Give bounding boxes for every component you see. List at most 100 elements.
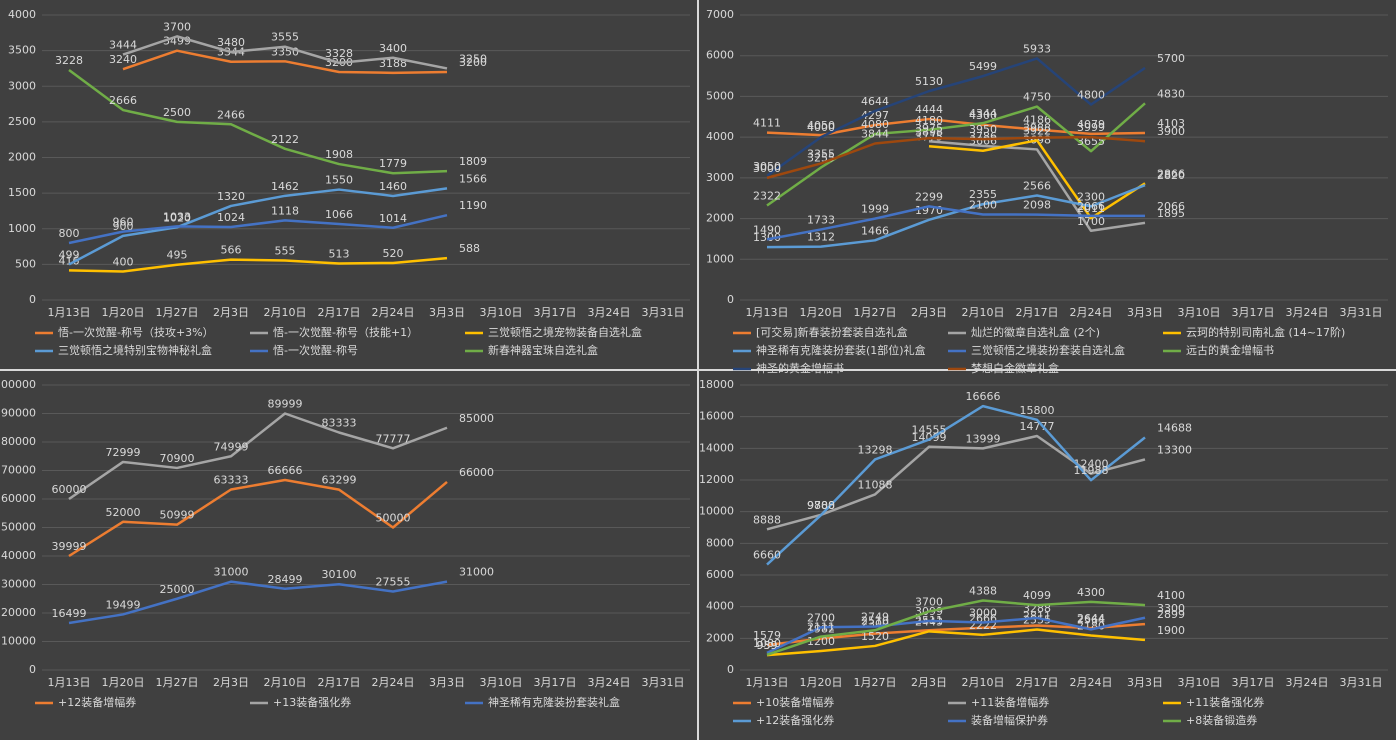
data-label: 4000 (807, 121, 835, 134)
data-label: 1080 (753, 637, 781, 650)
data-label: 2100 (969, 199, 997, 212)
data-label: 3480 (217, 36, 245, 49)
data-label: 66000 (459, 466, 494, 479)
legend-label: 云珂的特别司南礼盒 (14~17阶) (1186, 325, 1345, 339)
x-tick-label: 2月17日 (318, 676, 361, 689)
y-tick-label: 2000 (8, 151, 36, 164)
x-tick-label: 2月24日 (372, 306, 415, 319)
data-label: 11088 (858, 478, 893, 491)
x-tick-label: 2月24日 (1070, 676, 1113, 689)
data-label: 27555 (376, 575, 411, 588)
series-line (766, 184, 1146, 249)
data-label: 2299 (915, 190, 943, 203)
y-tick-label: 4000 (706, 600, 734, 613)
data-label: 4111 (753, 117, 781, 130)
y-tick-label: 12000 (699, 473, 734, 486)
legend-label: +12装备增幅券 (58, 695, 136, 709)
data-label: 1460 (379, 180, 407, 193)
data-label: 60000 (52, 483, 87, 496)
data-label: 1320 (217, 190, 245, 203)
x-tick-label: 1月27日 (854, 306, 897, 319)
data-label: 2066 (1077, 200, 1105, 213)
data-label: 1024 (217, 211, 245, 224)
y-tick-label: 16000 (699, 410, 734, 423)
x-tick-label: 3月24日 (588, 676, 631, 689)
data-label: 1895 (1157, 207, 1185, 220)
data-label: 85000 (459, 412, 494, 425)
x-tick-label: 3月3日 (1127, 306, 1163, 319)
y-tick-label: 10000 (1, 635, 36, 648)
data-label: 13300 (1157, 443, 1192, 456)
data-label: 4180 (915, 114, 943, 127)
data-label: 77777 (376, 432, 411, 445)
y-tick-label: 1500 (8, 186, 36, 199)
data-label: 2122 (271, 133, 299, 146)
data-label: 1033 (163, 210, 191, 223)
data-label: 83333 (322, 417, 357, 430)
data-label: 3300 (1157, 602, 1185, 615)
data-label: 939 (757, 639, 778, 652)
data-label: 3844 (861, 127, 889, 140)
series-line (766, 135, 1146, 180)
x-tick-label: 2月3日 (911, 306, 947, 319)
data-label: 2300 (1077, 190, 1105, 203)
data-label: 499 (59, 248, 80, 261)
data-label: 2899 (1157, 608, 1185, 621)
y-tick-label: 18000 (699, 378, 734, 391)
x-tick-label: 1月27日 (156, 306, 199, 319)
data-label: 4344 (969, 107, 997, 120)
data-label: 1466 (861, 224, 889, 237)
data-label: 72999 (106, 446, 141, 459)
data-label: 2322 (753, 189, 781, 202)
y-tick-label: 0 (29, 663, 36, 676)
y-tick-label: 5000 (706, 89, 734, 102)
x-tick-label: 3月10日 (1178, 676, 1221, 689)
data-label: 2820 (1157, 169, 1185, 182)
data-label: 12400 (1074, 458, 1109, 471)
y-tick-label: 70000 (1, 464, 36, 477)
y-tick-label: 14000 (699, 441, 734, 454)
data-label: 2466 (217, 108, 245, 121)
data-label: 30100 (322, 568, 357, 581)
y-tick-label: 4000 (706, 130, 734, 143)
x-tick-label: 3月31日 (642, 306, 685, 319)
x-tick-label: 3月3日 (429, 306, 465, 319)
x-tick-label: 3月10日 (1178, 306, 1221, 319)
y-tick-label: 1000 (706, 252, 734, 265)
legend-label: +12装备强化券 (756, 713, 834, 727)
data-label: 28499 (268, 573, 303, 586)
data-label: 1300 (753, 231, 781, 244)
data-label: 1190 (459, 199, 487, 212)
series-line (68, 213, 448, 245)
data-label: 2510 (861, 614, 889, 627)
data-label: 1900 (1157, 624, 1185, 637)
y-tick-label: 1000 (8, 222, 36, 235)
data-label: 2700 (807, 611, 835, 624)
x-tick-label: 2月10日 (264, 676, 307, 689)
data-label: 3050 (753, 160, 781, 173)
series-line (68, 187, 448, 266)
data-label: 1999 (861, 203, 889, 216)
x-tick-label: 1月20日 (800, 306, 843, 319)
data-label: 2111 (807, 621, 835, 634)
legend-label: +8装备锻造券 (1186, 713, 1257, 727)
data-label: 11988 (1074, 464, 1109, 477)
legend-label: +11装备强化券 (1186, 695, 1264, 709)
series-line (766, 205, 1145, 241)
data-label: 3000 (969, 607, 997, 620)
data-label: 1014 (379, 212, 407, 225)
data-label: 3700 (915, 595, 943, 608)
y-tick-label: 8000 (706, 536, 734, 549)
data-label: 3240 (109, 53, 137, 66)
legend-label: 装备增幅保护券 (971, 713, 1048, 727)
data-label: 3555 (271, 31, 299, 44)
y-tick-label: 50000 (1, 521, 36, 534)
y-tick-label: 10000 (699, 505, 734, 518)
data-label: 31000 (214, 566, 249, 579)
data-label: 1809 (459, 155, 487, 168)
data-label: 14555 (912, 424, 947, 437)
data-label: 1462 (271, 180, 299, 193)
data-label: 3950 (969, 123, 997, 136)
data-label: 13298 (858, 443, 893, 456)
x-tick-label: 3月24日 (1286, 306, 1329, 319)
